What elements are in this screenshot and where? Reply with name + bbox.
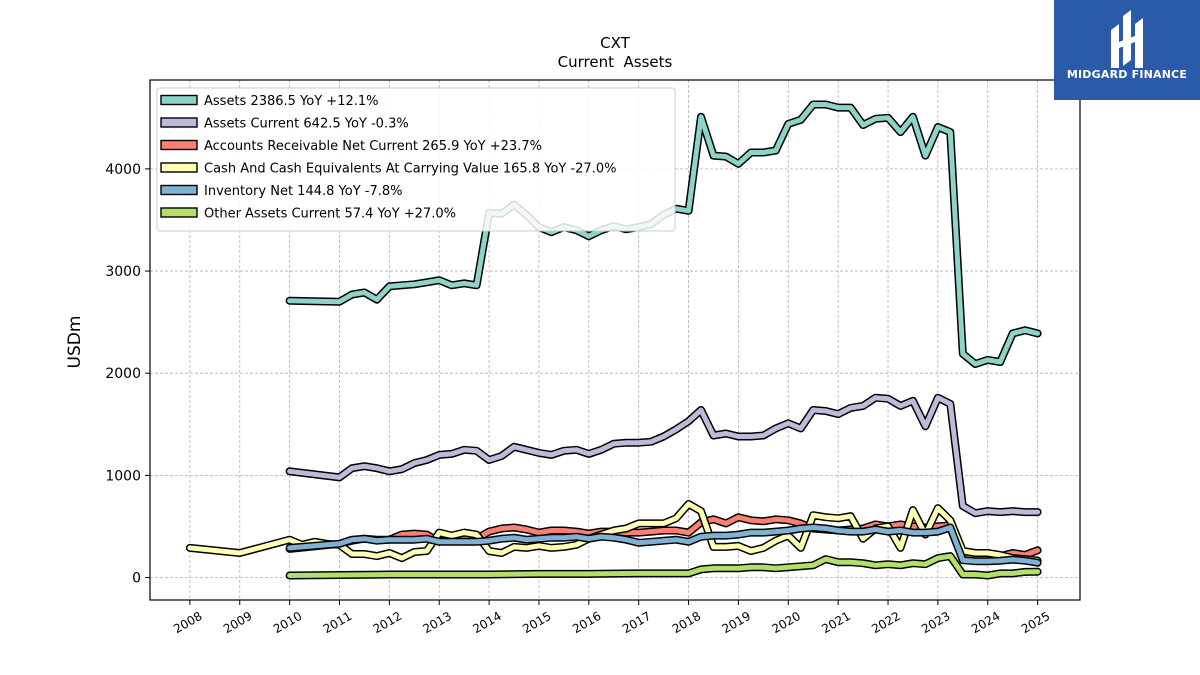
x-tick-label: 2012 — [371, 609, 404, 636]
series-line-0 — [287, 102, 1041, 367]
x-tick-label: 2016 — [570, 609, 603, 636]
legend-swatch — [160, 162, 198, 173]
x-tick-label: 2015 — [520, 609, 553, 636]
legend-swatch — [160, 94, 198, 106]
x-tick-label: 2019 — [720, 609, 753, 636]
x-tick-label: 2025 — [1019, 609, 1052, 636]
legend-label: Cash And Cash Equivalents At Carrying Va… — [204, 162, 616, 177]
y-tick-label: 0 — [132, 571, 141, 587]
x-tick-label: 2009 — [221, 609, 254, 636]
x-tick-label: 2008 — [171, 609, 204, 636]
series-line-1 — [287, 395, 1041, 516]
brand-name: MIDGARD FINANCE — [1066, 68, 1188, 81]
chart-title: CXT — [600, 34, 630, 52]
x-tick-label: 2011 — [321, 609, 354, 636]
legend-label: Other Assets Current 57.4 YoY +27.0% — [204, 207, 456, 222]
y-tick-label: 4000 — [105, 162, 141, 178]
legend-box — [156, 87, 676, 232]
y-tick-label: 2000 — [105, 366, 141, 382]
series-line-5 — [287, 553, 1041, 578]
legend-swatch — [160, 139, 198, 151]
legend-swatch — [160, 184, 198, 196]
legend: Assets 2386.5 YoY +12.1% Assets Current 6… — [156, 87, 676, 232]
plot-frame — [149, 79, 1081, 601]
legend-label: Assets 2386.5 YoY +12.1% — [204, 94, 379, 109]
y-axis-label: USDm — [65, 316, 85, 369]
x-tick-label: 2013 — [420, 609, 453, 636]
x-tick-label: 2020 — [770, 609, 803, 636]
legend-label: Assets Current 642.5 YoY -0.3% — [204, 117, 409, 132]
legend-label: Accounts Receivable Net Current 265.9 Yo… — [204, 139, 542, 154]
x-tick-label: 2024 — [969, 609, 1002, 636]
x-tick-label: 2010 — [271, 609, 304, 636]
series-line-3 — [187, 501, 1041, 564]
legend-swatch — [160, 117, 198, 128]
legend-swatch — [160, 207, 198, 218]
x-tick-label: 2021 — [819, 609, 852, 636]
y-tick-label: 3000 — [105, 264, 141, 280]
brand-mark-icon — [1111, 10, 1143, 68]
y-tick-label: 1000 — [105, 468, 141, 484]
series-layer — [185, 100, 1042, 580]
series-line-4 — [287, 525, 1041, 566]
legend-label: Inventory Net 144.8 YoY -7.8% — [204, 184, 403, 199]
x-tick-label: 2017 — [620, 609, 653, 636]
chart-subtitle: Current Assets — [558, 53, 673, 71]
x-tick-label: 2022 — [869, 609, 902, 636]
x-tick-label: 2018 — [670, 609, 703, 636]
x-tick-label: 2014 — [470, 609, 503, 636]
x-tick-label: 2023 — [919, 609, 952, 636]
series-outline — [285, 393, 1042, 518]
brand-logo: MIDGARD FINANCE — [1054, 0, 1200, 100]
